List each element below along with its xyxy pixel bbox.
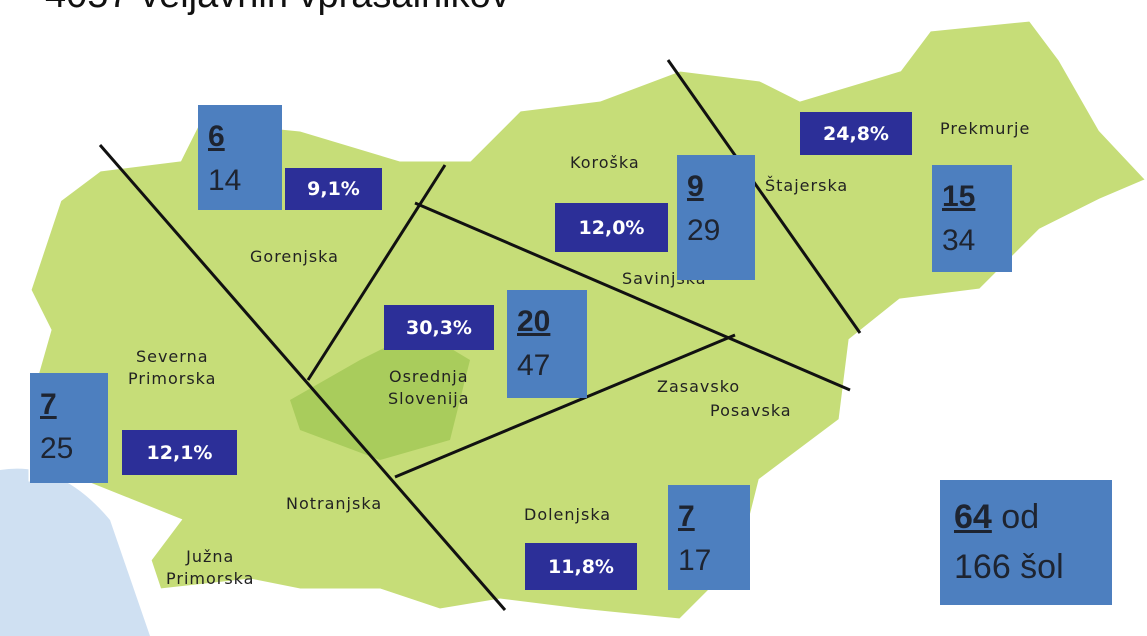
share-box: 12,1% — [122, 430, 237, 475]
share-box: 24,8% — [800, 112, 912, 155]
fraction-box: 6 14 — [198, 105, 282, 210]
region-label: Osrednja Slovenija — [388, 367, 470, 408]
region-label: Zasavsko — [657, 377, 741, 396]
dividers — [98, 59, 862, 611]
summary-box: 64 od 166 šol — [940, 480, 1112, 605]
region-label: Severna Primorska — [128, 347, 217, 388]
region-label: Posavska — [710, 401, 792, 420]
region-label: Notranjska — [286, 494, 383, 513]
fraction-box: 15 34 — [932, 165, 1012, 272]
share-box: 9,1% — [285, 168, 382, 210]
region-label: Koroška — [570, 153, 640, 172]
share-box: 11,8% — [525, 543, 637, 590]
region-label: Prekmurje — [940, 119, 1031, 138]
fraction-box: 20 47 — [507, 290, 587, 398]
share-box: 12,0% — [555, 203, 668, 252]
osrednja-region — [290, 330, 470, 460]
region-label: Gorenjska — [250, 247, 339, 266]
fraction-box: 7 17 — [668, 485, 750, 590]
region-label: Dolenjska — [524, 505, 612, 524]
fraction-box: 9 29 — [677, 155, 755, 280]
fraction-box: 7 25 — [30, 373, 108, 483]
header: • 4057 veljavnih vprašalnikov — [0, 0, 510, 17]
share-box: 30,3% — [384, 305, 494, 350]
region-label: Južna Primorska — [166, 547, 255, 588]
region-label: Štajerska — [765, 176, 849, 195]
sea — [0, 468, 150, 636]
